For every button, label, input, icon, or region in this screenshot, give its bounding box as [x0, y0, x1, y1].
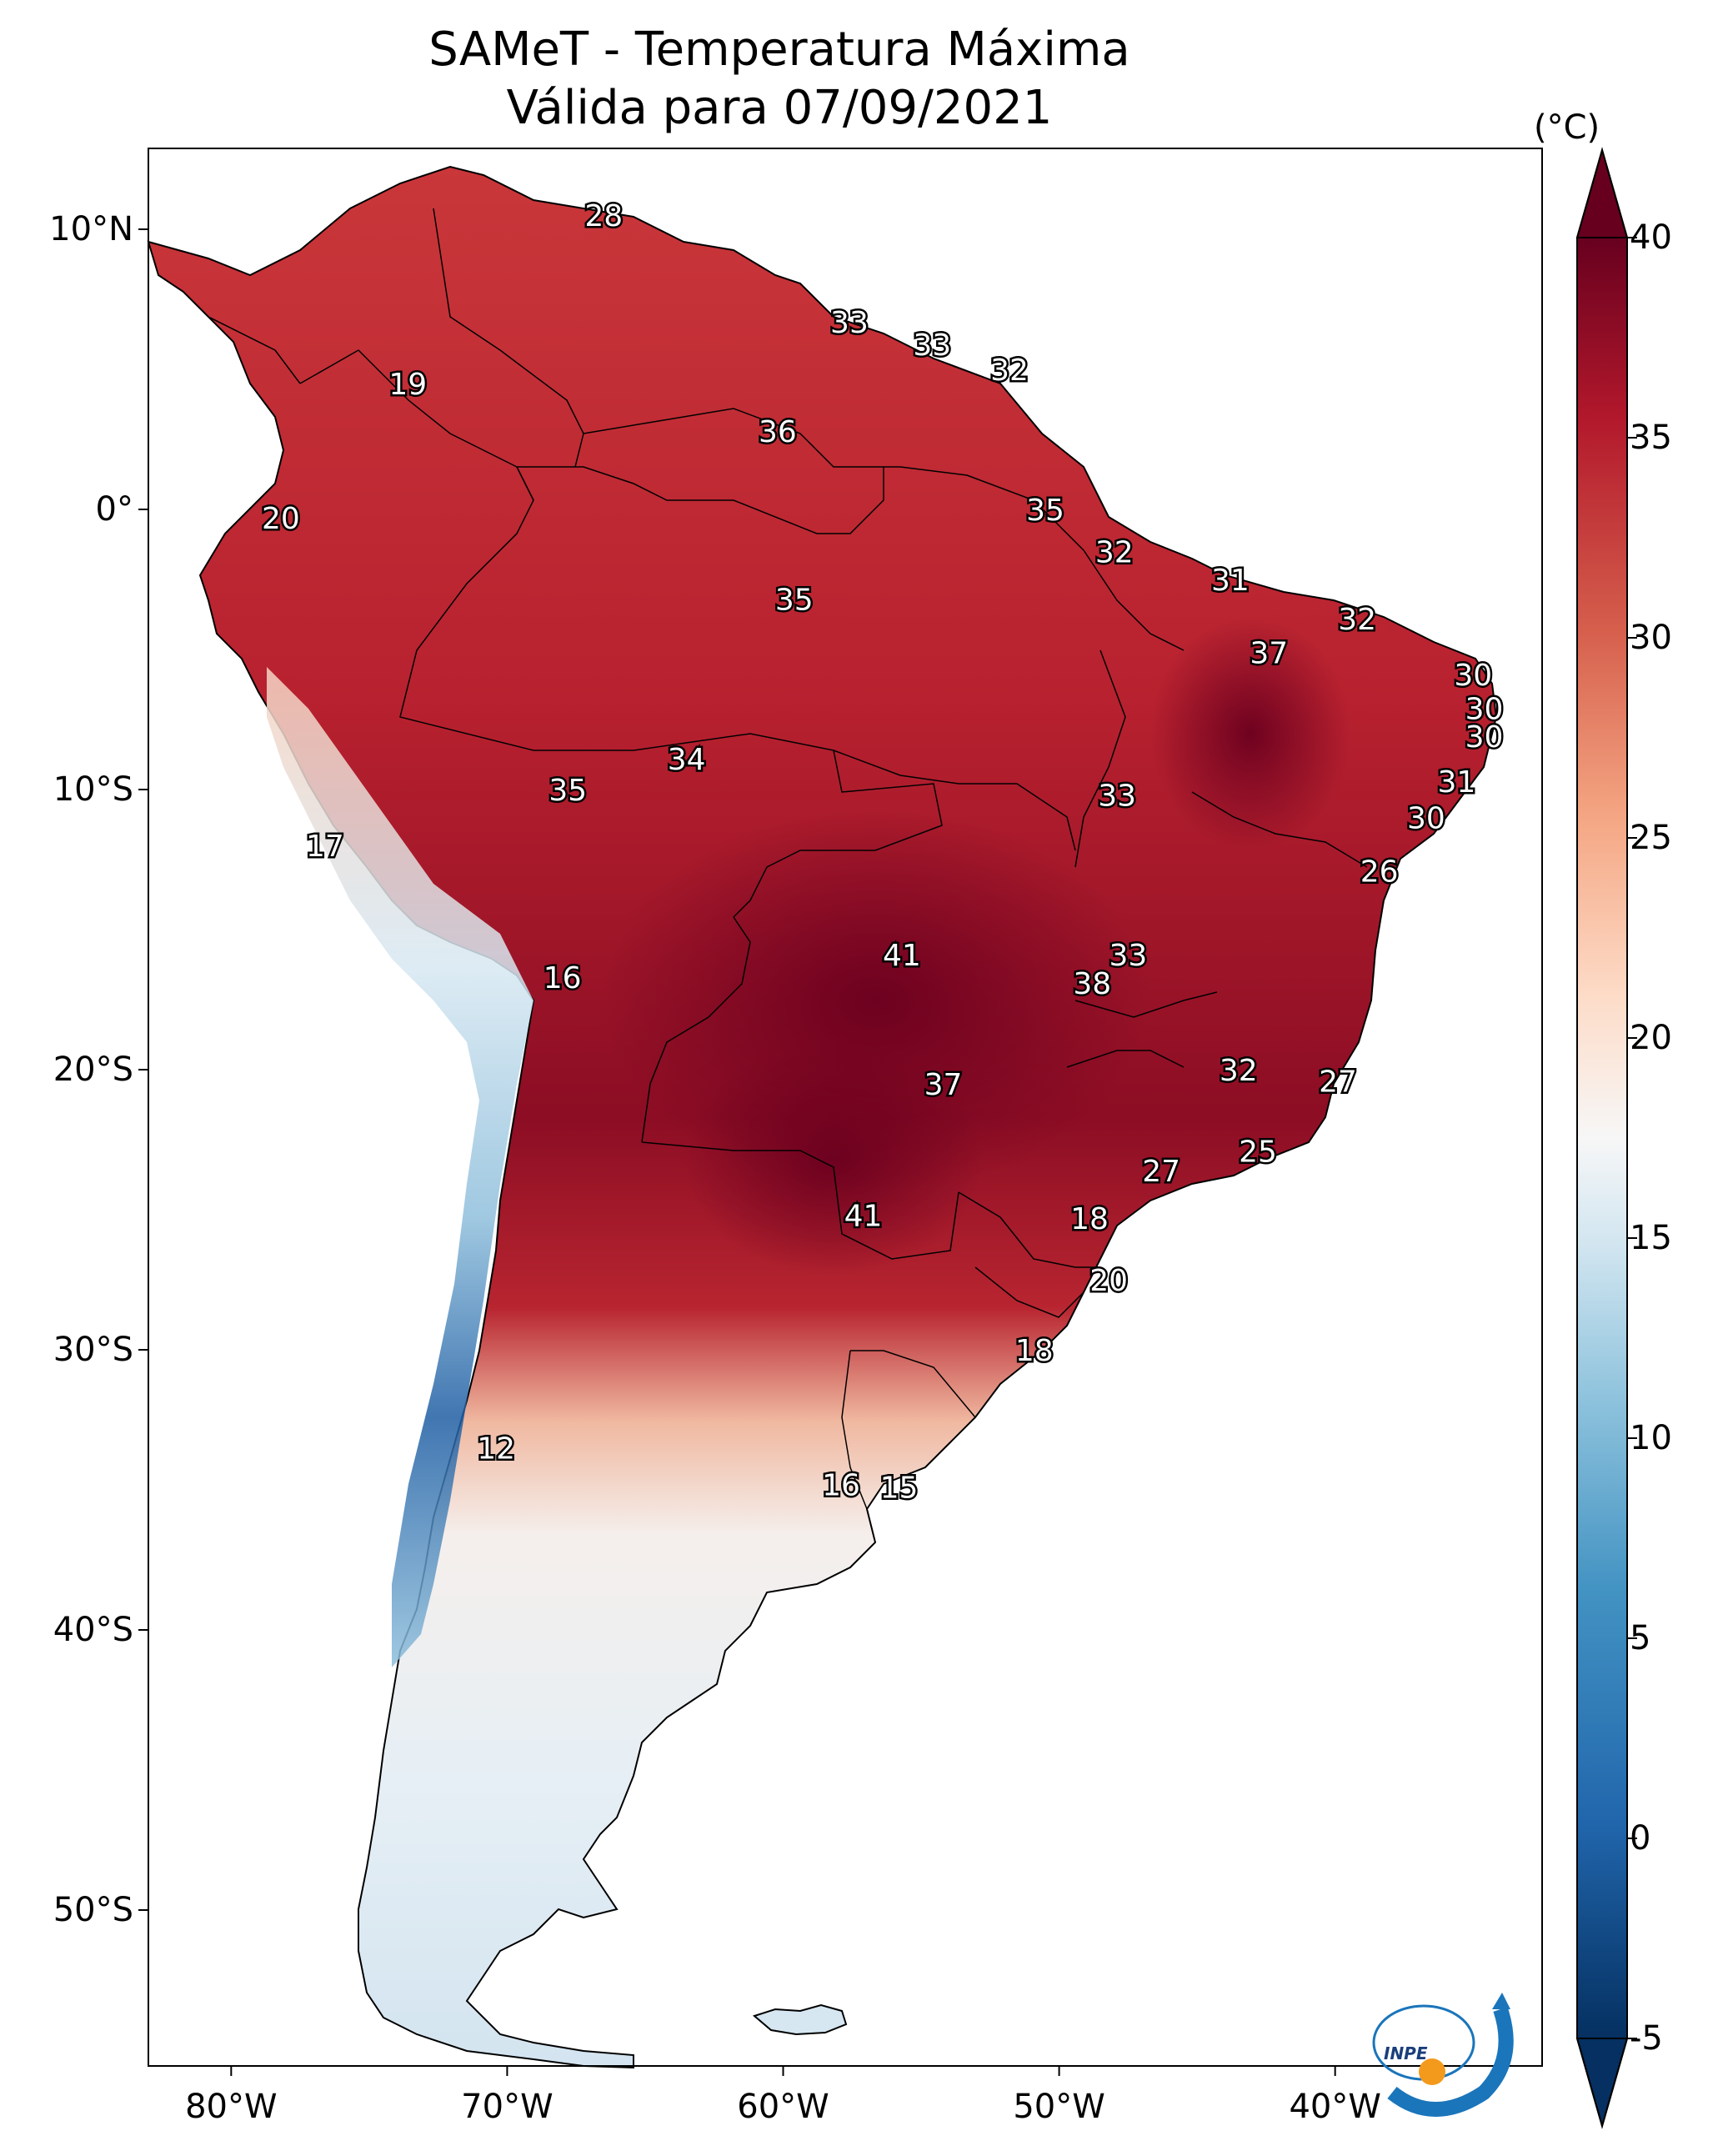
temperature-label: 18: [1015, 1334, 1054, 1368]
temperature-label: 41: [844, 1200, 883, 1234]
temperature-label: 35: [1026, 494, 1064, 528]
temperature-label: 27: [1142, 1155, 1180, 1189]
colorbar-tick-label: 0: [1630, 1819, 1651, 1858]
temperature-label: 32: [990, 353, 1029, 388]
colorbar-tick-label: 15: [1630, 1219, 1672, 1257]
colorbar-tick-label: 5: [1630, 1619, 1651, 1657]
temperature-label: 36: [759, 415, 797, 449]
svg-text:INPE: INPE: [1384, 2043, 1428, 2063]
temperature-label: 20: [262, 502, 300, 536]
temperature-label: 31: [1437, 765, 1475, 800]
temperature-label: 41: [883, 939, 921, 973]
temperature-label: 38: [1073, 967, 1111, 1001]
lat-label: 10°N: [49, 210, 133, 248]
lon-label: 80°W: [185, 2088, 278, 2126]
colorbar-unit: (°C): [1534, 108, 1600, 147]
lon-label: 70°W: [461, 2088, 553, 2126]
temperature-labels: 2819203333323635323531323730303031302634…: [260, 198, 1505, 1507]
lat-label: 40°S: [53, 1611, 133, 1649]
temperature-label: 15: [880, 1472, 919, 1506]
colorbar-gradient: [1577, 238, 1627, 2038]
temperature-label: 25: [1239, 1135, 1277, 1169]
temperature-label: 32: [1338, 603, 1376, 637]
lat-label: 30°S: [53, 1331, 133, 1369]
temperature-label: 34: [668, 743, 706, 777]
colorbar-min-arrow: [1575, 2038, 1629, 2129]
map-subtitle: Válida para 07/09/2021: [506, 81, 1053, 135]
south-america-landmass: [147, 165, 1498, 2069]
temperature-label: 33: [913, 328, 951, 363]
temperature-label: 33: [1098, 780, 1136, 814]
temperature-label: 27: [1319, 1065, 1357, 1099]
temperature-label: 35: [548, 774, 587, 808]
temperature-label: 30: [1465, 720, 1504, 755]
temperature-label: 35: [775, 584, 814, 618]
temperature-label: 37: [924, 1068, 963, 1102]
temperature-label: 32: [1220, 1054, 1258, 1088]
temperature-label: 28: [584, 199, 623, 233]
temperature-label: 32: [1095, 535, 1134, 569]
lat-label: 20°S: [53, 1050, 133, 1089]
colorbar-tick-label: 40: [1630, 218, 1672, 257]
colorbar-tick-label: 35: [1630, 419, 1672, 457]
colorbar-tick-label: 20: [1630, 1019, 1672, 1057]
colorbar-tick-label: -5: [1630, 2019, 1663, 2058]
map-title: SAMeT - Temperatura Máxima: [428, 23, 1130, 77]
temperature-label: 30: [1465, 693, 1504, 727]
lon-label: 60°W: [737, 2088, 829, 2126]
temperature-label: 37: [1250, 636, 1288, 670]
temperature-label: 18: [1070, 1202, 1109, 1236]
temperature-label: 33: [830, 306, 869, 340]
temperature-label: 26: [1360, 855, 1399, 889]
lat-label: 10°S: [53, 770, 133, 809]
temperature-label: 16: [543, 961, 582, 995]
lat-label: 50°S: [53, 1891, 133, 1929]
colorbar-tick-label: 10: [1630, 1419, 1672, 1457]
temperature-label: 16: [822, 1468, 860, 1502]
temperature-label: 31: [1211, 564, 1250, 598]
inpe-logo: INPE: [1372, 1993, 1514, 2117]
temperature-label: 19: [388, 368, 427, 402]
lat-label: 0°: [95, 490, 133, 529]
colorbar: [1575, 147, 1637, 2129]
temperature-label: 17: [306, 830, 344, 864]
colorbar-tick-label: 25: [1630, 819, 1672, 857]
temperature-label: 30: [1454, 659, 1492, 693]
axis-ticks: [138, 228, 1336, 2076]
temperature-label: 12: [477, 1432, 515, 1467]
temperature-label: 20: [1089, 1264, 1128, 1298]
colorbar-tick-label: 30: [1630, 619, 1672, 657]
map-frame: [148, 148, 1543, 2067]
lon-label: 40°W: [1289, 2088, 1381, 2126]
temperature-label: 30: [1407, 802, 1445, 836]
colorbar-max-arrow: [1575, 147, 1629, 238]
lon-label: 50°W: [1013, 2088, 1105, 2126]
temperature-label: 33: [1109, 939, 1147, 973]
